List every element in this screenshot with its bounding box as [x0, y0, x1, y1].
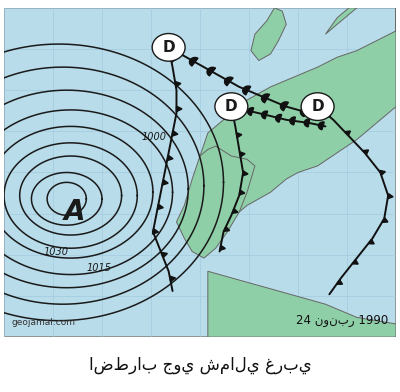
Polygon shape [290, 117, 295, 125]
Polygon shape [304, 119, 310, 127]
Polygon shape [161, 252, 167, 258]
Text: 24 نونبر 1990: 24 نونبر 1990 [296, 314, 388, 327]
Polygon shape [200, 8, 396, 219]
Polygon shape [276, 114, 282, 122]
Polygon shape [243, 86, 251, 95]
Polygon shape [248, 108, 254, 116]
Polygon shape [152, 229, 158, 234]
Polygon shape [176, 146, 255, 258]
Polygon shape [220, 245, 225, 250]
Polygon shape [326, 8, 357, 34]
Polygon shape [232, 209, 238, 213]
Polygon shape [170, 57, 176, 62]
Polygon shape [242, 171, 248, 176]
Polygon shape [240, 152, 245, 157]
Polygon shape [224, 227, 230, 231]
Circle shape [301, 93, 334, 120]
Polygon shape [157, 204, 163, 210]
Polygon shape [251, 8, 286, 60]
Text: A: A [64, 198, 85, 226]
Polygon shape [236, 132, 242, 138]
Text: geojamal.com: geojamal.com [12, 318, 76, 327]
Polygon shape [233, 114, 238, 119]
Polygon shape [262, 111, 268, 119]
Polygon shape [170, 276, 176, 281]
Text: D: D [162, 40, 175, 55]
Text: 1000: 1000 [141, 132, 166, 142]
Circle shape [215, 93, 248, 120]
Polygon shape [318, 122, 324, 130]
Polygon shape [388, 194, 393, 199]
Polygon shape [382, 218, 388, 222]
Polygon shape [176, 106, 182, 112]
Polygon shape [190, 58, 198, 66]
Polygon shape [363, 150, 368, 154]
Text: D: D [311, 99, 324, 114]
Polygon shape [162, 180, 168, 185]
Polygon shape [344, 131, 350, 136]
Polygon shape [239, 190, 245, 195]
Text: 1030: 1030 [43, 247, 68, 257]
Polygon shape [175, 82, 181, 87]
Text: 1015: 1015 [86, 263, 111, 273]
Polygon shape [326, 112, 332, 117]
Polygon shape [368, 240, 374, 244]
Circle shape [152, 34, 185, 61]
Polygon shape [172, 48, 180, 56]
Text: اضطراب جوي شمالي غربي: اضطراب جوي شمالي غربي [89, 356, 311, 374]
Polygon shape [208, 271, 396, 337]
Polygon shape [167, 155, 173, 161]
Polygon shape [352, 260, 358, 264]
Polygon shape [262, 94, 270, 103]
Polygon shape [207, 67, 216, 76]
Polygon shape [224, 77, 233, 85]
Polygon shape [280, 102, 288, 111]
Polygon shape [336, 280, 342, 284]
Polygon shape [300, 107, 308, 116]
Polygon shape [234, 104, 240, 112]
Text: D: D [225, 99, 238, 114]
Polygon shape [172, 131, 178, 136]
Polygon shape [380, 171, 385, 175]
